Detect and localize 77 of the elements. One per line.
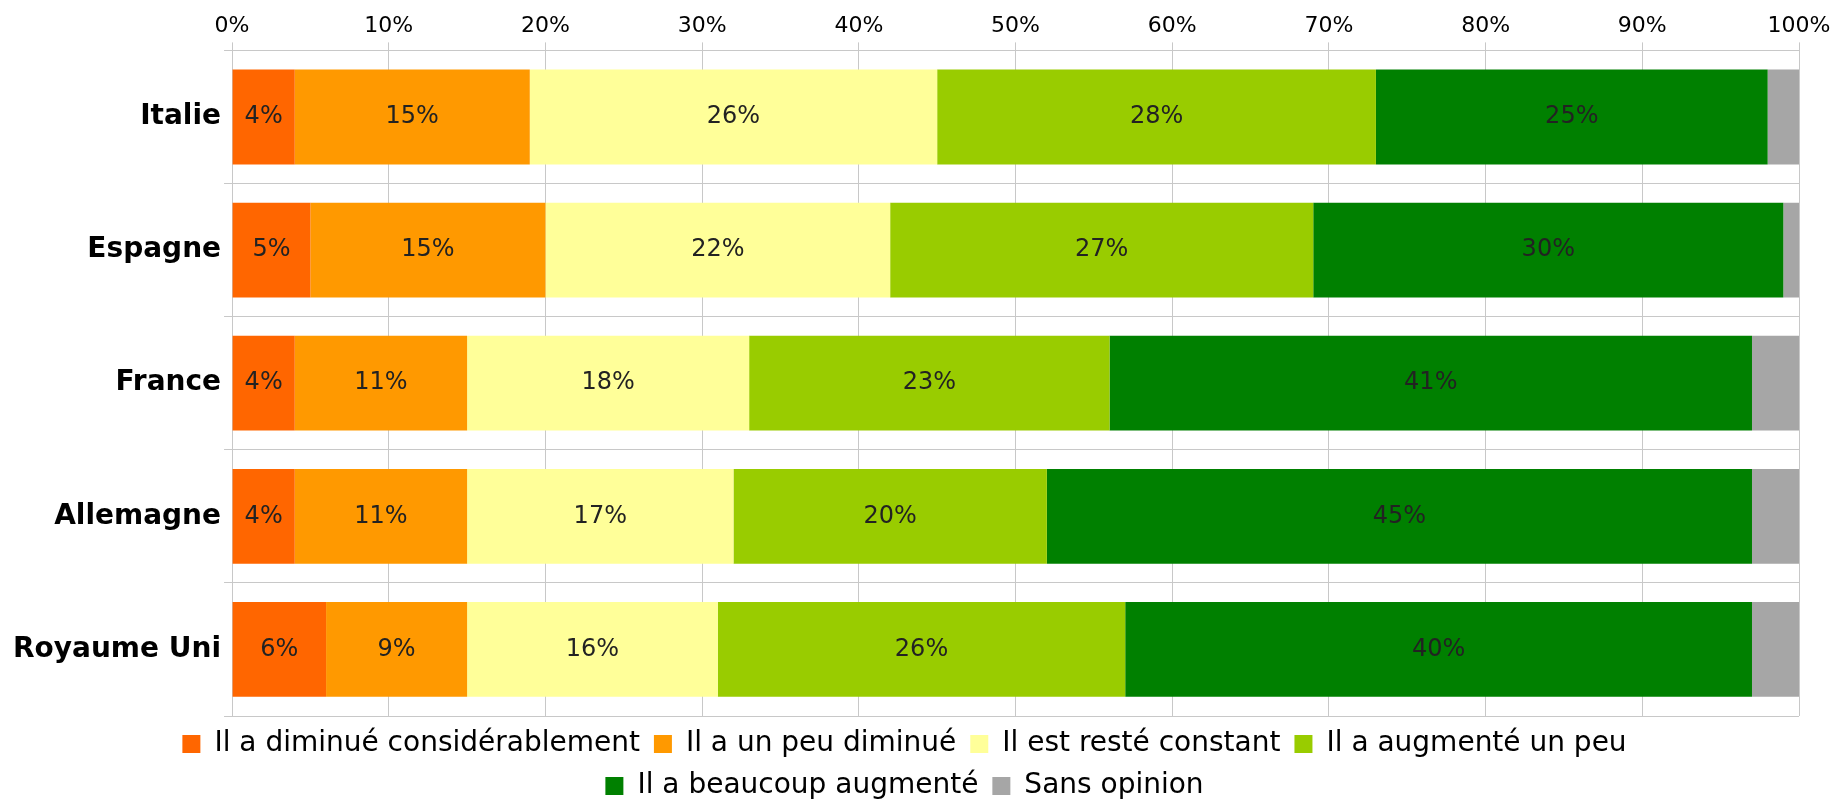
bar	[937, 69, 1376, 165]
data-label: 15%	[401, 234, 455, 263]
bar	[310, 202, 546, 298]
bar	[232, 202, 311, 298]
bar	[1109, 335, 1752, 431]
x-tick-label: 60%	[1147, 11, 1197, 37]
legend-label: Il a diminué considérablement	[214, 725, 640, 759]
bar	[1313, 202, 1784, 298]
data-label: 25%	[1545, 101, 1599, 130]
x-tick-label: 50%	[991, 11, 1040, 37]
data-label: 41%	[1404, 367, 1458, 396]
bar	[545, 202, 891, 298]
legend-label: Il est resté constant	[1002, 725, 1281, 759]
data-label: 4%	[244, 500, 283, 529]
x-tick-label: 20%	[520, 11, 570, 37]
data-label: 23%	[902, 367, 957, 396]
bar	[1751, 468, 1799, 564]
data-label: 27%	[1075, 234, 1129, 263]
y-tick-label: France	[115, 364, 222, 398]
x-tick-label: 30%	[677, 11, 727, 37]
x-tick-label: 100%	[1767, 11, 1831, 37]
bar	[232, 335, 295, 431]
bar	[467, 602, 718, 697]
x-tick-label: 70%	[1304, 11, 1354, 37]
x-tick-label: 40%	[834, 11, 884, 37]
bar	[294, 335, 468, 431]
legend-label: Il a beaucoup augmenté	[637, 767, 979, 801]
legend-label: Sans opinion	[1024, 767, 1204, 801]
y-tick-label: Espagne	[87, 231, 222, 265]
x-tick-label: 10%	[364, 11, 414, 37]
x-tick-label: 0%	[214, 11, 250, 37]
bar	[1751, 335, 1799, 431]
bar	[890, 202, 1314, 298]
data-label: 40%	[1411, 633, 1466, 662]
data-label: 16%	[565, 633, 620, 662]
data-label: 26%	[894, 633, 949, 662]
data-label: 45%	[1372, 500, 1427, 529]
x-tick-label: 90%	[1617, 11, 1667, 37]
bar	[717, 602, 1126, 697]
y-tick-label: Allemagne	[54, 497, 222, 531]
bar	[232, 468, 295, 564]
y-tick-label: Royaume Uni	[13, 630, 222, 664]
data-label: 17%	[573, 500, 627, 529]
data-label: 20%	[863, 500, 917, 529]
data-label: 22%	[691, 234, 745, 263]
data-label: 9%	[377, 633, 416, 662]
data-label: 28%	[1129, 101, 1184, 130]
bar	[294, 69, 530, 165]
legend-label: Il a augmenté un peu	[1326, 725, 1627, 759]
data-label: 26%	[706, 101, 761, 130]
bar	[1767, 69, 1799, 165]
bar	[1375, 69, 1768, 165]
bar	[232, 602, 327, 697]
bar	[326, 602, 468, 697]
data-label: 15%	[385, 101, 439, 130]
bar	[749, 335, 1110, 431]
data-label: 11%	[354, 367, 408, 396]
legend-label: Il a un peu diminué	[685, 725, 957, 759]
bar	[467, 468, 734, 564]
bar	[294, 468, 468, 564]
data-label: 5%	[252, 234, 291, 263]
bar	[733, 468, 1047, 564]
bar	[467, 335, 750, 431]
data-label: 6%	[260, 633, 299, 662]
data-label: 30%	[1521, 234, 1575, 263]
data-label: 18%	[581, 367, 635, 396]
bar	[1046, 468, 1752, 564]
bar	[529, 69, 938, 165]
data-label: 4%	[244, 101, 283, 130]
bar	[1125, 602, 1752, 697]
data-label: 4%	[244, 367, 283, 396]
x-tick-label: 80%	[1461, 11, 1511, 37]
bar	[1783, 202, 1799, 298]
data-label: 11%	[354, 500, 408, 529]
bar	[1751, 602, 1799, 697]
y-tick-label: Italie	[140, 98, 222, 132]
bar	[232, 69, 295, 165]
